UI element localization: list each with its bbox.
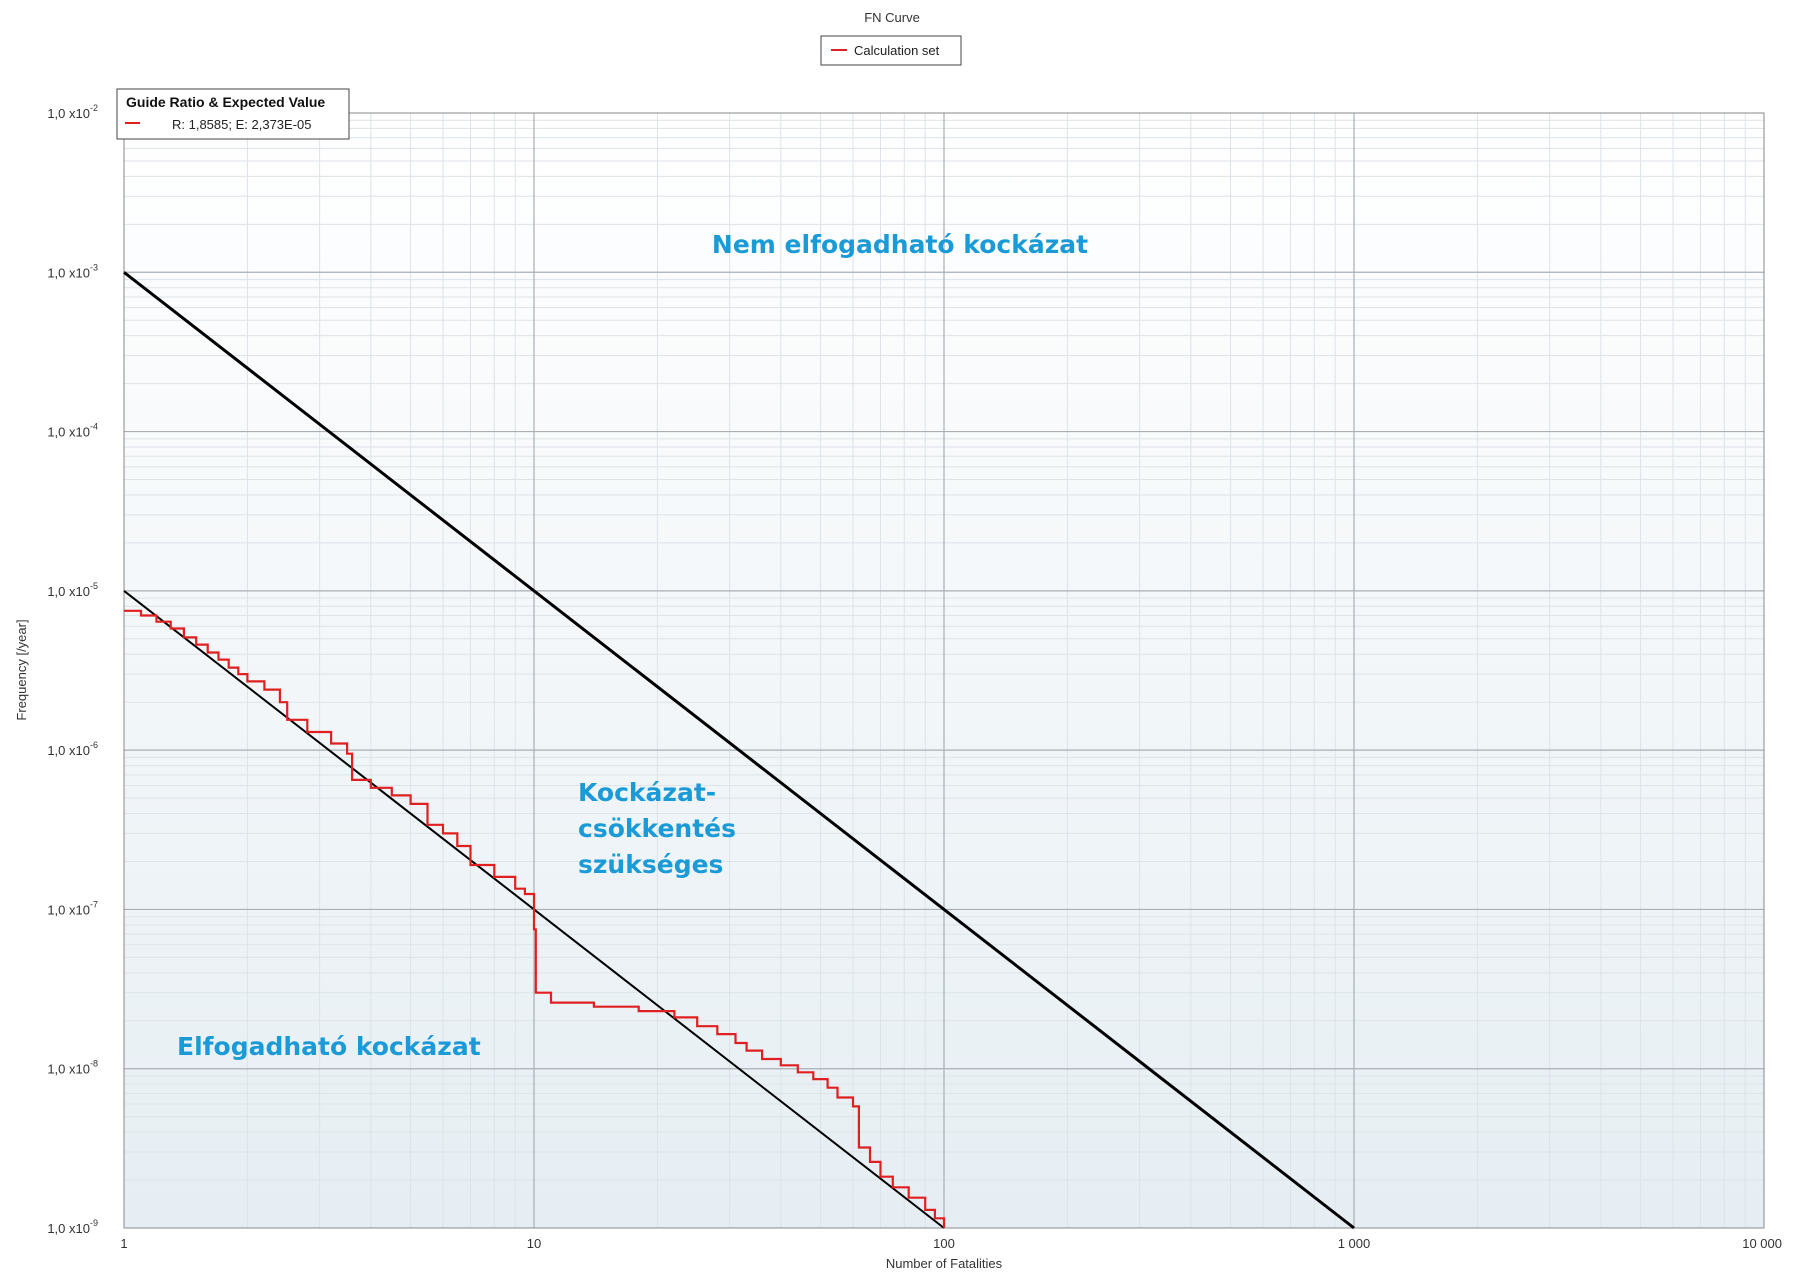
zone-labels: Nem elfogadható kockázat Kockázat-csökken… <box>177 230 1088 1061</box>
y-tick-label: 1,0 x10-6 <box>47 740 98 758</box>
guide-ratio-box: Guide Ratio & Expected Value R: 1,8585; … <box>116 88 350 140</box>
y-tick-label: 1,0 x10-7 <box>47 899 98 917</box>
legend: Calculation set <box>820 35 962 66</box>
y-tick-label: 1,0 x10-3 <box>47 262 98 280</box>
x-tick-label: 1 000 <box>1338 1236 1371 1251</box>
y-tick-label: 1,0 x10-2 <box>47 103 98 121</box>
y-tick-label: 1,0 x10-8 <box>47 1059 98 1077</box>
x-axis-title: Number of Fatalities <box>886 1256 1003 1271</box>
x-tick-label: 100 <box>933 1236 955 1251</box>
x-axis-tick-labels: 1 10 100 1 000 10 000 <box>120 1236 1782 1251</box>
guide-box-title: Guide Ratio & Expected Value <box>126 94 325 110</box>
zone-label: Kockázat-csökkentés szükséges <box>578 778 736 879</box>
y-tick-label: 1,0 x10-4 <box>47 422 98 440</box>
upper-criterion-line <box>123 271 1355 1230</box>
x-tick-label: 10 000 <box>1742 1236 1782 1251</box>
legend-label: Calculation set <box>854 43 940 58</box>
chart-title: FN Curve <box>864 10 920 25</box>
x-tick-label: 1 <box>120 1236 127 1251</box>
y-axis-tick-labels: 1,0 x10-9 1,0 x10-8 1,0 x10-7 1,0 x10-6 1,0 … <box>47 103 98 1236</box>
zone-label: Elfogadható kockázat <box>177 1032 481 1061</box>
x-tick-label: 10 <box>527 1236 541 1251</box>
y-axis-title: Frequency [/year] <box>14 619 29 720</box>
zone-label: Nem elfogadható kockázat <box>712 230 1088 259</box>
y-tick-label: 1,0 x10-5 <box>47 581 98 599</box>
series-layer <box>124 609 946 1228</box>
series-calculation-set <box>124 609 946 1228</box>
guide-box-frame <box>116 88 350 140</box>
y-tick-label: 1,0 x10-9 <box>47 1218 98 1236</box>
major-grid <box>124 113 1764 1228</box>
guide-box-entry: R: 1,8585; E: 2,373E-05 <box>172 117 311 132</box>
